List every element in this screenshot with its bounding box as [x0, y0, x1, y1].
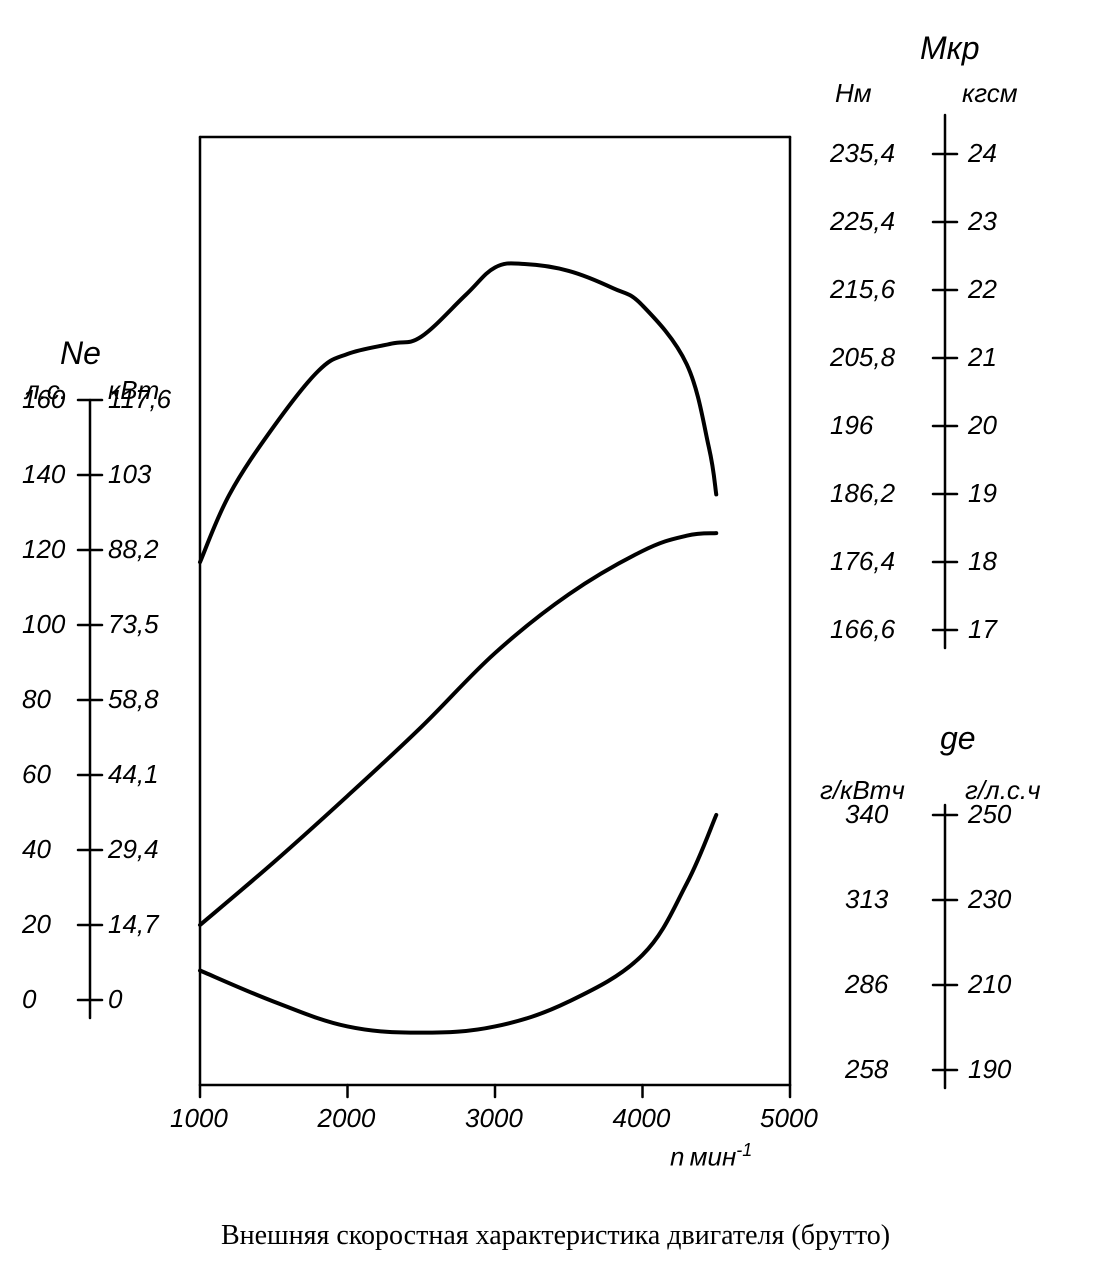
mkp-tick-right: 17: [968, 614, 997, 645]
ne-tick-left: 140: [22, 459, 65, 490]
ne-tick-right: 29,4: [108, 834, 159, 865]
mkp-tick-left: 225,4: [830, 206, 895, 237]
x-tick-label: 2000: [318, 1103, 376, 1134]
ge-tick-left: 258: [845, 1054, 888, 1085]
x-tick-label: 3000: [465, 1103, 523, 1134]
ne-tick-right: 0: [108, 984, 122, 1015]
ge-tick-right: 210: [968, 969, 1011, 1000]
ne-tick-right: 44,1: [108, 759, 159, 790]
ge-tick-right: 250: [968, 799, 1011, 830]
mkp-tick-right: 18: [968, 546, 997, 577]
ge-tick-left: 340: [845, 799, 888, 830]
engine-chart: [0, 0, 1111, 1275]
mkp-tick-left: 166,6: [830, 614, 895, 645]
ne-tick-left: 20: [22, 909, 51, 940]
mkp-unit-left: Нм: [835, 78, 872, 109]
chart-caption: Внешняя скоростная характеристика двигат…: [0, 1220, 1111, 1252]
mkp-tick-left: 205,8: [830, 342, 895, 373]
ne-tick-left: 0: [22, 984, 36, 1015]
x-tick-label: 5000: [760, 1103, 818, 1134]
x-tick-label: 4000: [613, 1103, 671, 1134]
x-axis-label: n мин-1: [670, 1140, 752, 1173]
ne-tick-right: 14,7: [108, 909, 159, 940]
ne-tick-left: 100: [22, 609, 65, 640]
ne-tick-left: 60: [22, 759, 51, 790]
mkp-tick-left: 235,4: [830, 138, 895, 169]
mkp-tick-left: 196: [830, 410, 873, 441]
ge-tick-left: 286: [845, 969, 888, 1000]
mkp-tick-left: 186,2: [830, 478, 895, 509]
ne-tick-left: 120: [22, 534, 65, 565]
ne-tick-right: 103: [108, 459, 151, 490]
mkp-tick-right: 24: [968, 138, 997, 169]
ne-tick-right: 73,5: [108, 609, 159, 640]
ne-tick-right: 88,2: [108, 534, 159, 565]
mkp-tick-right: 20: [968, 410, 997, 441]
mkp-tick-right: 23: [968, 206, 997, 237]
mkp-tick-left: 215,6: [830, 274, 895, 305]
mkp-tick-right: 22: [968, 274, 997, 305]
mkp-unit-right: кгсм: [962, 78, 1018, 109]
mkp-title: Мкр: [920, 30, 980, 67]
mkp-tick-left: 176,4: [830, 546, 895, 577]
x-tick-label: 1000: [170, 1103, 228, 1134]
ne-title: Ne: [60, 335, 101, 372]
ge-tick-right: 230: [968, 884, 1011, 915]
mkp-tick-right: 21: [968, 342, 997, 373]
ge-title: ge: [940, 720, 976, 757]
ge-tick-right: 190: [968, 1054, 1011, 1085]
ne-tick-right: 58,8: [108, 684, 159, 715]
ne-tick-left: 40: [22, 834, 51, 865]
ge-tick-left: 313: [845, 884, 888, 915]
ne-tick-left: 160: [22, 384, 65, 415]
mkp-tick-right: 19: [968, 478, 997, 509]
ne-tick-left: 80: [22, 684, 51, 715]
ne-tick-right: 117,6: [108, 384, 171, 415]
